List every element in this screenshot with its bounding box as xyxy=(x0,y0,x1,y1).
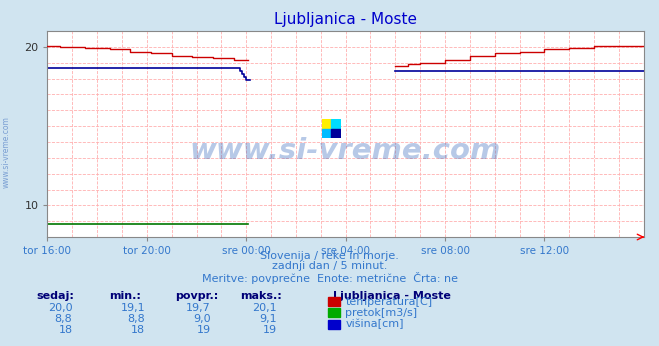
Text: 9,0: 9,0 xyxy=(193,314,211,324)
Text: 18: 18 xyxy=(131,325,145,335)
Text: 8,8: 8,8 xyxy=(55,314,72,324)
Text: 9,1: 9,1 xyxy=(259,314,277,324)
Text: Meritve: povprečne  Enote: metrične  Črta: ne: Meritve: povprečne Enote: metrične Črta:… xyxy=(202,272,457,284)
Bar xyxy=(331,119,341,129)
Text: višina[cm]: višina[cm] xyxy=(345,319,404,329)
Text: Ljubljanica - Moste: Ljubljanica - Moste xyxy=(333,291,451,301)
Text: www.si-vreme.com: www.si-vreme.com xyxy=(2,116,11,188)
Text: 19,7: 19,7 xyxy=(186,303,211,313)
Bar xyxy=(331,129,341,138)
Text: 18: 18 xyxy=(59,325,72,335)
Text: min.:: min.: xyxy=(109,291,140,301)
Text: Slovenija / reke in morje.: Slovenija / reke in morje. xyxy=(260,251,399,261)
Text: www.si-vreme.com: www.si-vreme.com xyxy=(190,137,501,165)
Text: povpr.:: povpr.: xyxy=(175,291,218,301)
Text: zadnji dan / 5 minut.: zadnji dan / 5 minut. xyxy=(272,261,387,271)
Bar xyxy=(322,129,331,138)
Text: sedaj:: sedaj: xyxy=(36,291,74,301)
Text: 20,0: 20,0 xyxy=(48,303,72,313)
Text: 8,8: 8,8 xyxy=(127,314,145,324)
Text: 20,1: 20,1 xyxy=(252,303,277,313)
Bar xyxy=(322,119,331,129)
Text: maks.:: maks.: xyxy=(241,291,282,301)
Title: Ljubljanica - Moste: Ljubljanica - Moste xyxy=(274,12,417,27)
Text: 19,1: 19,1 xyxy=(121,303,145,313)
Text: 19: 19 xyxy=(197,325,211,335)
Text: 19: 19 xyxy=(263,325,277,335)
Text: pretok[m3/s]: pretok[m3/s] xyxy=(345,308,417,318)
Text: temperatura[C]: temperatura[C] xyxy=(345,297,432,307)
